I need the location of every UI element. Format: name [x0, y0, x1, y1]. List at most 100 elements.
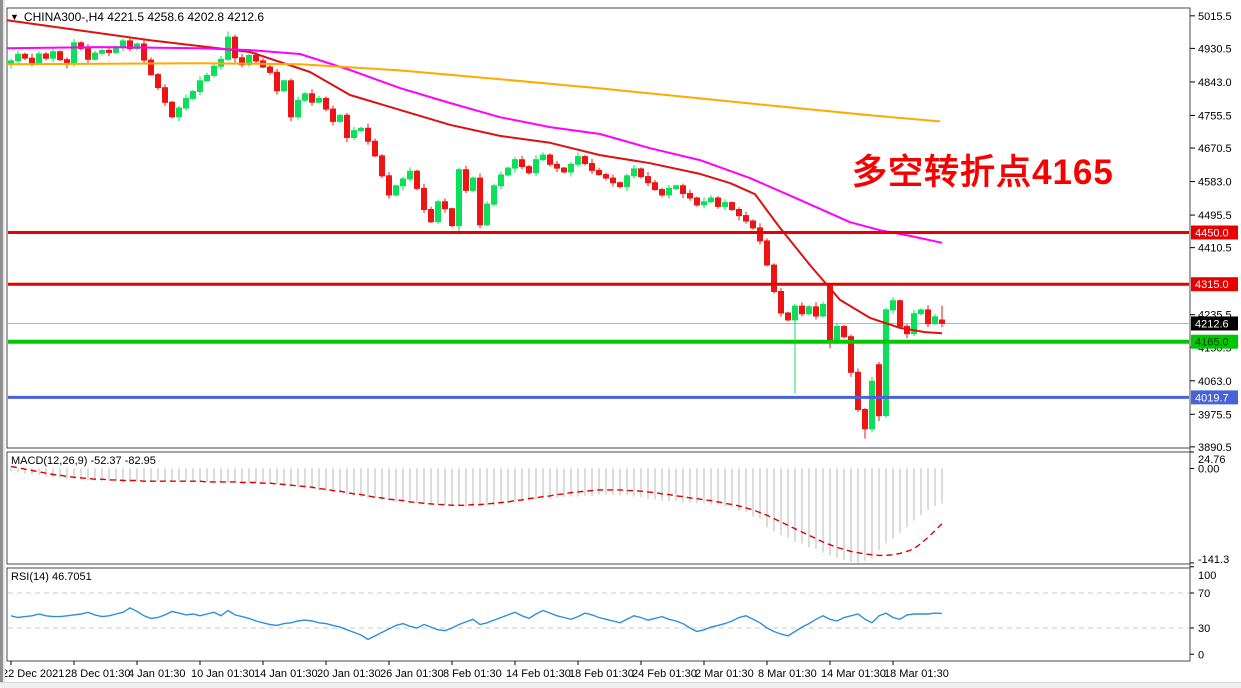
candle-body	[820, 304, 826, 317]
candle-body	[512, 159, 518, 169]
time-tick-label: 28 Dec 01:30	[65, 668, 130, 680]
candle-body	[911, 313, 917, 335]
candle-body	[540, 154, 546, 161]
candle-body	[666, 187, 672, 196]
candle-body	[890, 300, 896, 311]
candle-body	[288, 80, 294, 118]
candle-body	[239, 57, 245, 66]
candle-body	[106, 50, 112, 53]
price-pane-border	[6, 7, 1191, 449]
price-tick-label: 4930.5	[1198, 43, 1232, 55]
candle-body	[624, 175, 630, 188]
candle-body	[99, 50, 105, 54]
candle-body	[757, 227, 763, 242]
candle-body	[806, 306, 812, 315]
candle-body	[603, 174, 609, 179]
ma-mid-magenta-line	[6, 46, 943, 244]
candle-body	[176, 107, 182, 118]
candle-body	[736, 209, 742, 217]
price-level-flag-label: 4450.0	[1195, 228, 1229, 240]
candle-body	[883, 309, 889, 417]
time-tick-label: 20 Jan 01:30	[317, 668, 381, 680]
macd-tick-label: 0.00	[1198, 464, 1219, 476]
candle-body	[358, 127, 364, 132]
candle-body	[708, 197, 714, 203]
candle-body	[610, 177, 616, 184]
chart-title-bar[interactable]: ▼ CHINA300-,H4 4221.5 4258.6 4202.8 4212…	[10, 10, 264, 24]
rsi-tick-label: 30	[1198, 623, 1210, 635]
candle-body	[876, 364, 882, 417]
candle-body	[862, 409, 868, 430]
ma-fast-red-line	[6, 19, 943, 335]
candle-body	[778, 291, 784, 314]
bottom-status-strip	[0, 682, 1241, 688]
candle-body	[169, 101, 175, 118]
candle-body	[764, 240, 770, 266]
candle-body	[421, 187, 427, 210]
candle-body	[526, 166, 532, 174]
candle-body	[155, 74, 161, 89]
candle-body	[596, 169, 602, 176]
candle-body	[848, 336, 854, 373]
candle-body	[386, 175, 392, 196]
candle-body	[575, 156, 581, 165]
candle-body	[659, 189, 665, 196]
time-tick-label: 22 Dec 2021	[2, 668, 64, 680]
candle-body	[414, 170, 420, 189]
candle-body	[141, 43, 147, 61]
macd-signal-line	[10, 465, 943, 557]
time-tick-label: 10 Jan 01:30	[191, 668, 255, 680]
candle-body	[617, 182, 623, 187]
candle-body	[435, 201, 441, 223]
candle-body	[491, 185, 497, 205]
candle-body	[771, 264, 777, 293]
candle-body	[785, 312, 791, 321]
candle-body	[302, 93, 308, 101]
candle-body	[750, 220, 756, 229]
price-tick-label: 4583.0	[1198, 177, 1232, 189]
price-level-flag-label: 4212.6	[1195, 318, 1229, 330]
candle-body	[799, 305, 805, 315]
rsi-line	[10, 607, 943, 641]
candle-body	[36, 53, 42, 64]
candle-body	[442, 201, 448, 210]
candle-body	[323, 97, 329, 110]
candle-body	[43, 53, 49, 59]
candle-body	[134, 43, 140, 50]
candle-body	[827, 285, 833, 342]
candle-body	[701, 201, 707, 206]
time-tick-label: 8 Mar 01:30	[758, 668, 817, 680]
candle-body	[792, 305, 798, 321]
chevron-down-icon[interactable]: ▼	[10, 11, 19, 22]
candle-body	[232, 36, 238, 59]
candle-body	[456, 169, 462, 227]
candle-body	[547, 154, 553, 165]
macd-tick-label: 24.76	[1198, 454, 1226, 466]
price-tick-label: 5015.5	[1198, 11, 1232, 23]
candle-body	[722, 202, 728, 207]
candle-body	[449, 208, 455, 227]
candle-body	[29, 57, 35, 64]
ma-slow-orange-line	[6, 62, 941, 123]
candle-body	[120, 40, 126, 48]
candle-body	[925, 309, 931, 325]
candle-body	[631, 168, 637, 177]
symbol-title: CHINA300-,H4 4221.5 4258.6 4202.8 4212.6	[23, 10, 265, 24]
time-tick-label: 8 Feb 01:30	[443, 668, 502, 680]
candle-body	[897, 300, 903, 327]
price-tick-label: 4410.5	[1198, 243, 1232, 255]
price-level-flag	[1191, 334, 1238, 349]
candle-body	[582, 156, 588, 165]
candle-body	[281, 80, 287, 92]
price-level-flag	[1191, 390, 1238, 405]
time-tick-label: 24 Feb 01:30	[632, 668, 697, 680]
candles-up	[8, 31, 938, 433]
rsi-indicator-label: RSI(14) 46.7051	[11, 571, 92, 583]
price-tick-label: 4843.0	[1198, 77, 1232, 89]
price-tick-label: 4755.5	[1198, 110, 1232, 122]
price-level-flag-label: 4315.0	[1195, 279, 1229, 291]
time-tick-label: 26 Jan 01:30	[380, 668, 444, 680]
candle-body	[561, 167, 567, 173]
